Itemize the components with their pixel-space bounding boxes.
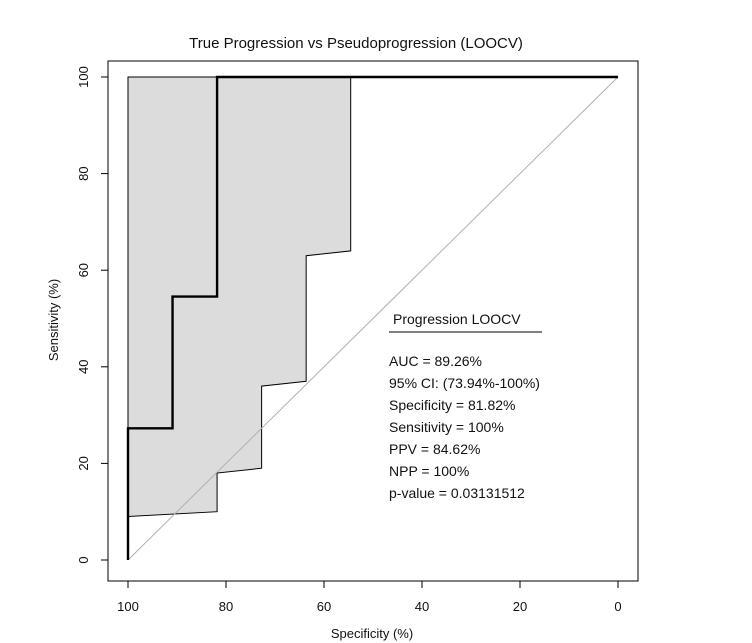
chance-diagonal-line [127,76,619,561]
x-tick-label: 40 [415,599,429,614]
x-tick-label: 20 [513,599,527,614]
y-tick-label: 80 [76,166,91,180]
x-tick-label: 80 [219,599,233,614]
y-tick-label: 20 [76,456,91,470]
y-tick-label: 100 [76,66,91,88]
x-axis: 100 80 60 40 20 0 [117,580,622,614]
annotation-npp: NPP = 100% [389,463,469,479]
stats-annotation: Progression LOOCV AUC = 89.26% 95% CI: (… [389,311,542,501]
annotation-auc: AUC = 89.26% [389,353,482,369]
annotation-p-value: p-value = 0.03131512 [389,485,525,501]
y-tick-label: 40 [76,360,91,374]
x-tick-label: 100 [117,599,139,614]
chart-title: True Progression vs Pseudoprogression (L… [189,35,523,52]
annotation-heading: Progression LOOCV [393,311,521,327]
x-tick-label: 0 [614,599,621,614]
annotation-ci: 95% CI: (73.94%-100%) [389,375,540,391]
x-tick-label: 60 [317,599,331,614]
y-tick-label: 0 [76,556,91,563]
y-axis: 0 20 40 60 80 100 [76,66,109,564]
annotation-ppv: PPV = 84.62% [389,441,480,457]
roc-curve-line [126,75,618,560]
y-tick-label: 60 [76,263,91,277]
y-axis-label: Sensitivity (%) [46,279,61,361]
annotation-sensitivity: Sensitivity = 100% [389,419,504,435]
annotation-specificity: Specificity = 81.82% [389,397,515,413]
x-axis-label: Specificity (%) [331,626,413,641]
